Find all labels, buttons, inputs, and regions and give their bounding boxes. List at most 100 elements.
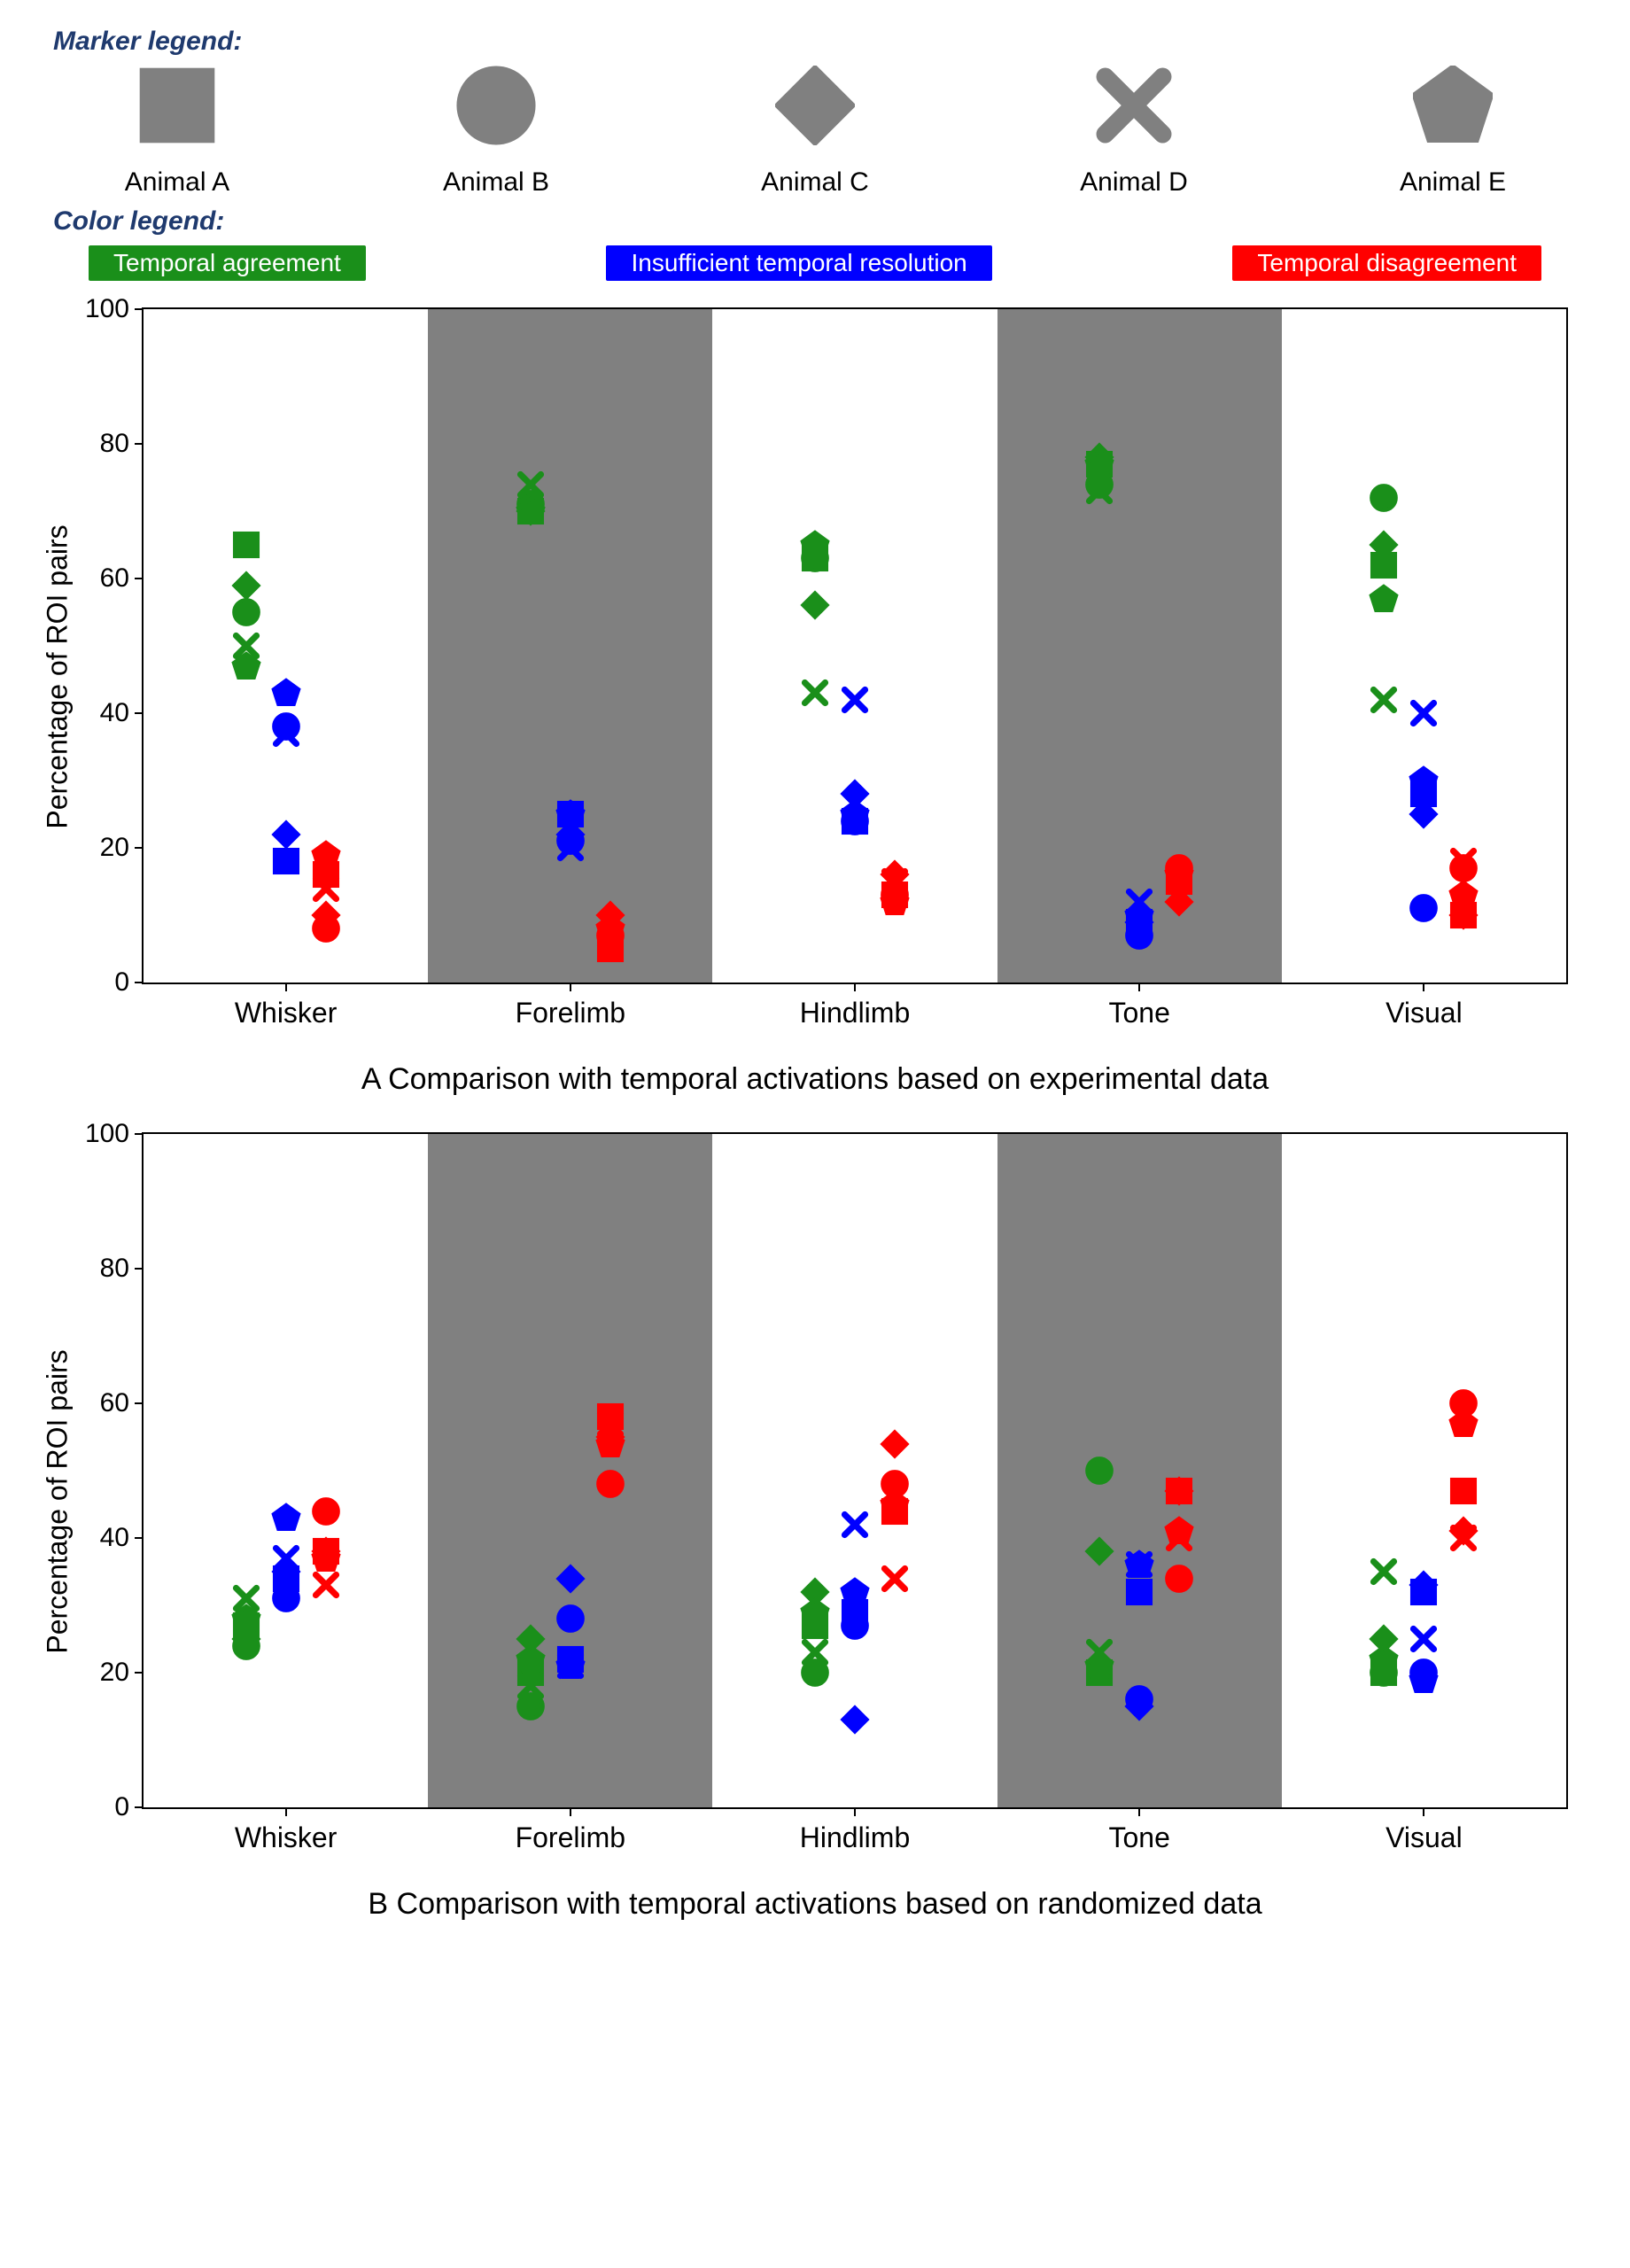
data-point xyxy=(272,719,300,748)
data-point xyxy=(1370,686,1398,714)
y-tick-label: 60 xyxy=(100,1388,129,1418)
data-point xyxy=(1449,1517,1478,1545)
x-tick xyxy=(854,983,856,991)
data-point xyxy=(312,1497,340,1526)
data-point xyxy=(1370,1645,1398,1674)
y-tick xyxy=(135,712,144,714)
data-point xyxy=(232,1632,260,1660)
data-point xyxy=(881,860,909,889)
data-point xyxy=(841,1612,869,1640)
data-point xyxy=(312,914,340,943)
data-point xyxy=(1409,1571,1438,1599)
data-point xyxy=(1370,551,1398,579)
cross-icon xyxy=(1094,66,1174,150)
x-tick-label: Tone xyxy=(1108,1821,1169,1854)
data-point xyxy=(841,1511,869,1539)
data-point xyxy=(1409,1658,1438,1687)
y-tick xyxy=(135,1268,144,1270)
data-point xyxy=(801,679,829,707)
x-tick xyxy=(1138,1807,1140,1816)
chart-a: Percentage of ROI pairs020406080100Whisk… xyxy=(35,307,1595,1097)
data-point xyxy=(1370,484,1398,512)
data-point xyxy=(881,881,909,909)
data-point xyxy=(232,1584,260,1612)
marker-legend-item-label: Animal A xyxy=(125,167,229,198)
data-point xyxy=(1409,780,1438,808)
data-point xyxy=(1449,1389,1478,1418)
data-point xyxy=(801,544,829,572)
data-point xyxy=(841,1598,869,1627)
data-point xyxy=(272,1565,300,1593)
data-point xyxy=(1409,699,1438,727)
data-point xyxy=(232,632,260,660)
y-tick-label: 20 xyxy=(100,1658,129,1688)
shade-band xyxy=(997,309,1282,983)
y-tick-label: 100 xyxy=(85,1119,129,1149)
data-point xyxy=(1449,881,1478,909)
data-point xyxy=(1409,1666,1438,1694)
data-point xyxy=(881,867,909,896)
color-legend-row: Temporal agreement Insufficient temporal … xyxy=(89,245,1541,281)
y-tick-label: 40 xyxy=(100,1523,129,1553)
marker-legend-item-label: Animal E xyxy=(1400,167,1506,198)
marker-legend-item: Animal A xyxy=(89,66,266,198)
data-point xyxy=(801,1612,829,1640)
data-point xyxy=(232,1612,260,1640)
color-legend-swatch: Temporal agreement xyxy=(89,245,366,281)
color-legend-swatch: Insufficient temporal resolution xyxy=(606,245,991,281)
page-root: Marker legend: Animal AAnimal BAnimal C … xyxy=(0,0,1630,2010)
data-point xyxy=(801,1638,829,1666)
data-point xyxy=(801,1598,829,1627)
data-point xyxy=(801,1578,829,1606)
marker-legend-row: Animal AAnimal BAnimal C Animal DAnimal … xyxy=(89,66,1541,198)
data-point xyxy=(1449,901,1478,929)
data-point xyxy=(881,881,909,909)
x-tick xyxy=(285,983,287,991)
shade-band xyxy=(428,309,712,983)
y-tick xyxy=(135,443,144,445)
data-point xyxy=(312,1544,340,1573)
color-legend-heading: Color legend: xyxy=(53,206,1595,237)
y-tick xyxy=(135,1672,144,1674)
marker-legend-item: Animal B xyxy=(408,66,585,198)
data-point xyxy=(272,1544,300,1573)
y-tick xyxy=(135,847,144,849)
marker-legend-item-label: Animal B xyxy=(443,167,549,198)
y-tick-label: 80 xyxy=(100,429,129,459)
data-point xyxy=(841,686,869,714)
data-point xyxy=(312,874,340,903)
data-point xyxy=(232,1604,260,1633)
data-point xyxy=(1370,1658,1398,1687)
data-point xyxy=(1409,766,1438,795)
data-point xyxy=(1449,847,1478,875)
data-point xyxy=(1449,901,1478,929)
marker-legend-item-label: Animal C xyxy=(761,167,869,198)
data-point xyxy=(312,860,340,889)
data-point xyxy=(272,1584,300,1612)
data-point xyxy=(232,571,260,600)
x-tick-label: Hindlimb xyxy=(800,997,910,1029)
data-point xyxy=(881,1490,909,1518)
data-point xyxy=(1409,1578,1438,1606)
data-point xyxy=(1409,800,1438,828)
data-point xyxy=(1449,1477,1478,1505)
y-tick-label: 0 xyxy=(114,1792,129,1822)
shade-band xyxy=(997,1134,1282,1807)
y-axis-label: Percentage of ROI pairs xyxy=(42,524,74,828)
x-tick-label: Forelimb xyxy=(516,1821,625,1854)
x-tick-label: Hindlimb xyxy=(800,1821,910,1854)
y-tick xyxy=(135,578,144,579)
data-point xyxy=(272,847,300,875)
y-tick xyxy=(135,1537,144,1539)
data-point xyxy=(841,780,869,808)
x-tick-label: Forelimb xyxy=(516,997,625,1029)
data-point xyxy=(272,712,300,741)
data-point xyxy=(881,888,909,916)
y-tick-label: 80 xyxy=(100,1254,129,1284)
color-legend-swatch: Temporal disagreement xyxy=(1232,245,1541,281)
data-point xyxy=(881,1565,909,1593)
y-tick xyxy=(135,308,144,310)
data-point xyxy=(1449,854,1478,882)
y-tick-label: 40 xyxy=(100,698,129,728)
chart-frame: Percentage of ROI pairs020406080100Whisk… xyxy=(142,307,1568,1046)
